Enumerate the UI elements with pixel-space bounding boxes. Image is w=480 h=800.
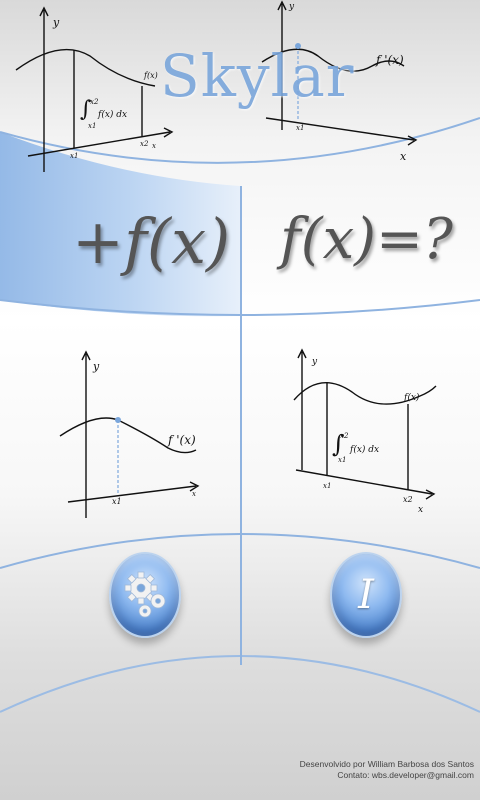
gears-icon xyxy=(124,571,166,618)
svg-text:x: x xyxy=(400,150,407,163)
integral-label: f(x) dx xyxy=(97,109,127,120)
contact-email: Contato: wbs.developer@gmail.com xyxy=(337,770,474,780)
fx-label: f(x) xyxy=(143,71,158,80)
svg-text:x1: x1 xyxy=(296,124,304,132)
axis-y-label: y xyxy=(52,16,60,29)
fprime-label: f '(x) xyxy=(375,53,404,67)
svg-text:∫: ∫ xyxy=(80,97,92,122)
blue-panel xyxy=(0,132,240,317)
footer-credits: Desenvolvido por William Barbosa dos San… xyxy=(300,759,474,781)
info-button[interactable]: I xyxy=(330,552,402,638)
svg-text:y: y xyxy=(288,2,295,12)
settings-button[interactable] xyxy=(109,552,181,638)
svg-text:x1: x1 xyxy=(70,152,78,160)
app-title: Skylar xyxy=(160,42,355,110)
developer-credit: Desenvolvido por William Barbosa dos San… xyxy=(299,759,474,769)
integral-graph-tile[interactable] xyxy=(242,315,480,530)
info-icon: I xyxy=(358,572,374,618)
svg-text:x2: x2 xyxy=(90,98,99,106)
svg-text:x2: x2 xyxy=(140,140,149,148)
svg-text:x: x xyxy=(152,142,156,150)
derivative-tile[interactable] xyxy=(0,315,240,530)
svg-text:x1: x1 xyxy=(88,122,96,130)
solve-tile-label: f(x)=? xyxy=(280,207,453,272)
integral-tile-label: +f(x) xyxy=(72,205,231,278)
